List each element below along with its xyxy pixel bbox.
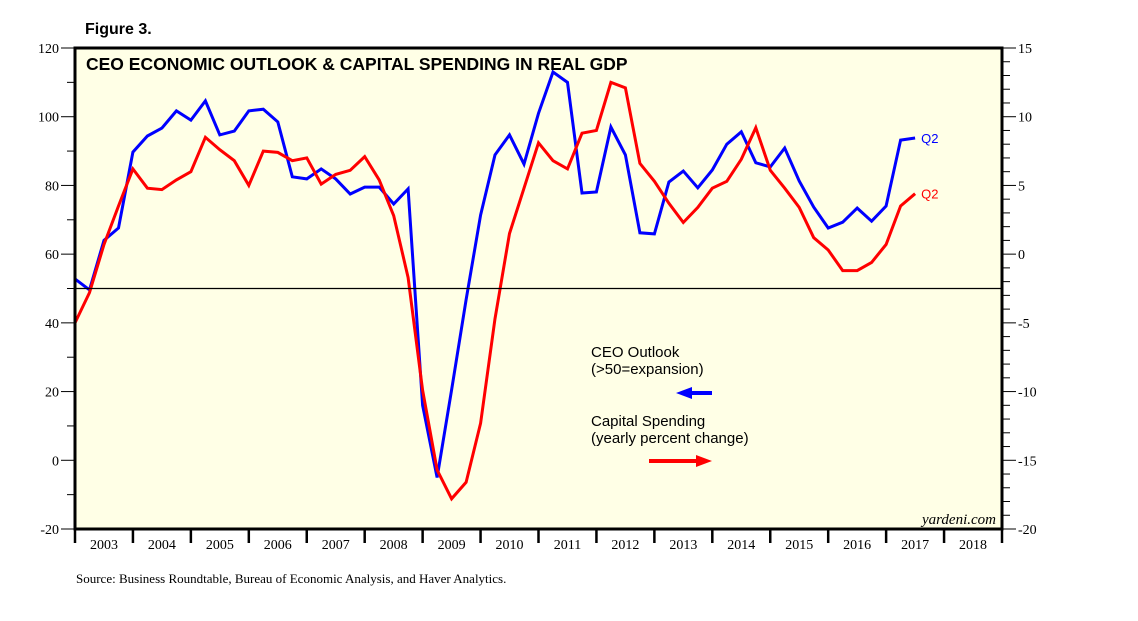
x-tick-label: 2008 (380, 538, 408, 553)
arrow-head (696, 455, 712, 467)
left-tick-label: 120 (38, 42, 59, 57)
x-tick-label: 2007 (322, 538, 350, 553)
x-tick-label: 2016 (843, 538, 871, 553)
x-tick-label: 2012 (611, 538, 639, 553)
source-note: Source: Business Roundtable, Bureau of E… (76, 571, 506, 586)
legend-ceo-sublabel: (>50=expansion) (591, 361, 704, 378)
watermark: yardeni.com (920, 512, 996, 528)
legend-ceo-label: CEO Outlook (591, 344, 680, 361)
right-tick-label: -5 (1018, 317, 1030, 332)
right-tick-label: -15 (1018, 454, 1037, 469)
right-tick-label: -20 (1018, 523, 1037, 538)
arrow-right-icon (649, 455, 712, 467)
left-tick-label: 100 (38, 111, 59, 126)
capex-end-label: Q2 (921, 187, 938, 202)
plot-frame (73, 46, 1004, 531)
x-tick-label: 2005 (206, 538, 234, 553)
x-tick-label: 2014 (727, 538, 755, 553)
left-tick-label: 20 (45, 386, 59, 401)
right-tick-label: 10 (1018, 111, 1032, 126)
arrow-left-icon (676, 387, 712, 399)
right-tick-label: 0 (1018, 248, 1025, 263)
right-tick-label: -10 (1018, 386, 1037, 401)
figure-label: Figure 3. (85, 21, 152, 38)
x-tick-label: 2003 (90, 538, 118, 553)
chart-title: CEO ECONOMIC OUTLOOK & CAPITAL SPENDING … (86, 54, 628, 74)
x-tick-label: 2018 (959, 538, 987, 553)
x-tick-label: 2010 (496, 538, 524, 553)
left-tick-label: 0 (52, 454, 59, 469)
x-tick-label: 2013 (669, 538, 697, 553)
left-tick-label: -20 (40, 523, 59, 538)
right-tick-label: 5 (1018, 179, 1025, 194)
axes-layer: -20 0 20 40 60 80 100 120 -20 -15 -10 -5 0 5 10 15 2003 2… (38, 42, 1037, 553)
ceo-end-label: Q2 (921, 131, 938, 146)
series-layer: Q2 Q2 (73, 69, 938, 502)
legend-capex-label: Capital Spending (591, 413, 705, 430)
left-tick-label: 80 (45, 179, 59, 194)
right-tick-label: 15 (1018, 42, 1032, 57)
x-tick-label: 2006 (264, 538, 292, 553)
left-tick-label: 40 (45, 317, 59, 332)
x-tick-label: 2004 (148, 538, 176, 553)
x-tick-label: 2017 (901, 538, 929, 553)
x-tick-label: 2015 (785, 538, 813, 553)
arrow-head (676, 387, 692, 399)
legend: CEO Outlook (>50=expansion) Capital Spen… (591, 344, 749, 467)
x-tick-label: 2011 (554, 538, 581, 553)
left-tick-label: 60 (45, 248, 59, 263)
legend-capex-sublabel: (yearly percent change) (591, 430, 749, 447)
x-tick-label: 2009 (438, 538, 466, 553)
